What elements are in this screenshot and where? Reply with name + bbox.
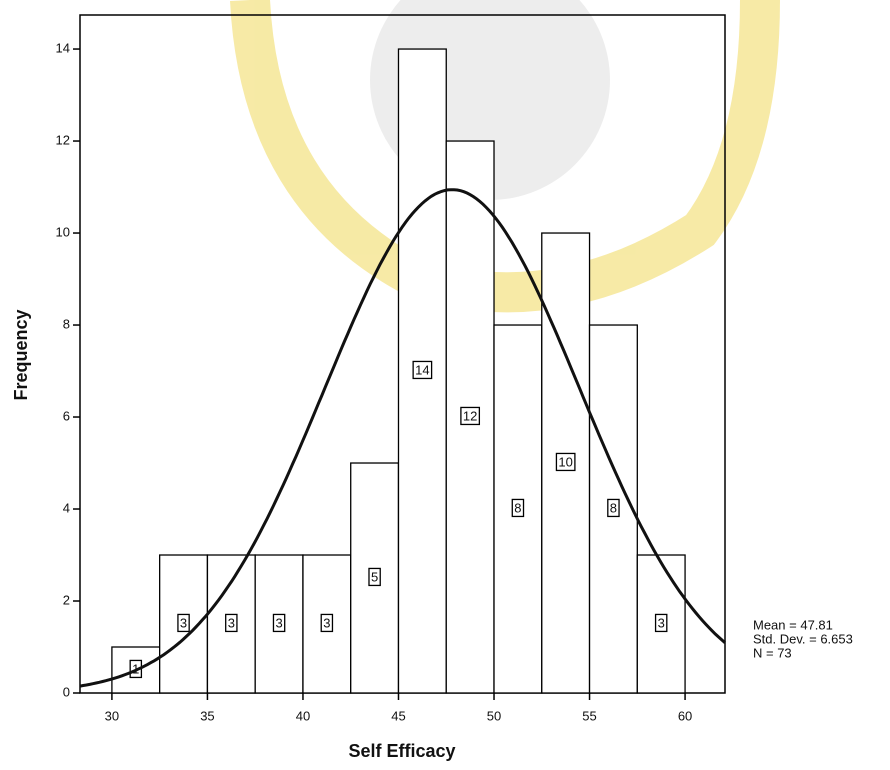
x-tick-label: 40 bbox=[296, 708, 310, 723]
page: Self Efficacy Frequency 0246810121430354… bbox=[0, 0, 890, 770]
stat-label: Mean = 47.81 bbox=[753, 617, 833, 632]
value-label: 8 bbox=[610, 500, 617, 515]
y-tick-label: 2 bbox=[63, 592, 70, 607]
y-tick-label: 4 bbox=[63, 500, 70, 515]
value-label: 3 bbox=[275, 615, 282, 630]
y-tick-label: 8 bbox=[63, 316, 70, 331]
y-tick-label: 12 bbox=[56, 132, 70, 147]
value-label: 3 bbox=[228, 615, 235, 630]
x-tick-label: 50 bbox=[487, 708, 501, 723]
x-tick-label: 30 bbox=[105, 708, 119, 723]
y-tick-label: 6 bbox=[63, 408, 70, 423]
value-label: 14 bbox=[415, 362, 429, 377]
y-tick-label: 10 bbox=[56, 224, 70, 239]
value-label: 3 bbox=[323, 615, 330, 630]
y-tick-label: 14 bbox=[56, 40, 70, 55]
value-label: 8 bbox=[514, 500, 521, 515]
x-tick-label: 45 bbox=[391, 708, 405, 723]
value-label: 3 bbox=[180, 615, 187, 630]
chart: Self Efficacy Frequency 0246810121430354… bbox=[0, 0, 890, 770]
value-label: 3 bbox=[658, 615, 665, 630]
x-tick-label: 60 bbox=[678, 708, 692, 723]
watermark bbox=[250, 0, 760, 292]
stat-label: Std. Dev. = 6.653 bbox=[753, 631, 853, 646]
x-tick-label: 35 bbox=[200, 708, 214, 723]
y-axis-label: Frequency bbox=[11, 309, 31, 400]
value-label: 12 bbox=[463, 408, 477, 423]
value-label: 5 bbox=[371, 569, 378, 584]
stat-label: N = 73 bbox=[753, 645, 792, 660]
value-label: 10 bbox=[558, 454, 572, 469]
x-tick-label: 55 bbox=[582, 708, 596, 723]
x-axis-label: Self Efficacy bbox=[348, 741, 455, 761]
y-tick-label: 0 bbox=[63, 684, 70, 699]
